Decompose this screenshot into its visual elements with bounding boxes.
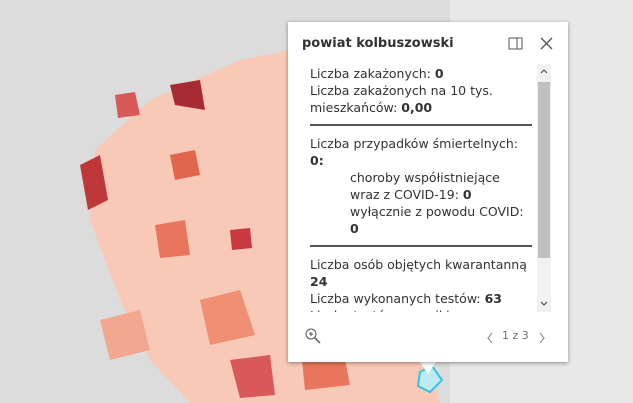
field-value: 0: [462, 187, 472, 202]
field-value: 0: [350, 221, 359, 236]
popup-actions: [508, 37, 553, 50]
district: [230, 228, 252, 250]
field-value: 63: [484, 291, 502, 306]
field-value: 0:: [310, 153, 324, 168]
field: Liczba testów z wynikiem: [310, 307, 532, 312]
district: [230, 355, 275, 398]
field-value: 0: [434, 66, 444, 81]
field: Liczba wykonanych testów: 63: [310, 290, 532, 307]
scroll-arrows: [540, 69, 548, 306]
field-value: 24: [310, 274, 328, 289]
prev-button[interactable]: [487, 332, 493, 344]
next-button[interactable]: [539, 332, 545, 344]
field: wyłącznie z powodu COVID: 0: [310, 203, 532, 237]
popup-pointer: [420, 362, 436, 374]
close-button[interactable]: [540, 37, 553, 50]
field: Liczba zakażonych: 0: [310, 65, 532, 82]
field-label: Liczba testów z wynikiem: [310, 308, 469, 312]
popup-content: Liczba zakażonych: 0 Liczba zakażonych na…: [310, 64, 532, 312]
district: [100, 310, 150, 360]
field: Liczba osób objętych kwarantanną 24: [310, 256, 532, 290]
field: Liczba zakażonych na 10 tys. mieszkańców…: [310, 82, 532, 116]
scroll-thumb[interactable]: [538, 82, 550, 258]
scrollbar[interactable]: [537, 64, 551, 312]
section: Liczba przypadków śmiertelnych: 0: chorob…: [310, 134, 532, 247]
field-label: Liczba przypadków śmiertelnych:: [310, 136, 519, 151]
field: choroby współistniejące wraz z COVID-19:…: [310, 169, 532, 203]
dock-button[interactable]: [508, 37, 523, 50]
field: Liczba przypadków śmiertelnych: 0:: [310, 135, 532, 169]
field-label: wyłącznie z powodu COVID:: [350, 204, 524, 219]
pager-label: 1 z 3: [502, 329, 529, 342]
field-label: choroby współistniejące wraz z COVID-19:: [350, 170, 500, 202]
district: [170, 80, 205, 110]
field-label: Liczba wykonanych testów:: [310, 291, 481, 306]
section: Liczba zakażonych: 0 Liczba zakażonych na…: [310, 64, 532, 126]
district: [115, 92, 140, 118]
field-value: 0,00: [401, 100, 433, 115]
district: [200, 290, 255, 345]
district: [155, 220, 190, 258]
pager-arrows: [487, 332, 545, 344]
district: [80, 155, 108, 210]
zoom-button[interactable]: [304, 327, 324, 347]
district: [170, 150, 200, 180]
section: Liczba osób objętych kwarantanną 24 Liczb…: [310, 255, 532, 312]
popup: powiat kolbuszowski Liczba zakażonych: 0…: [288, 22, 568, 362]
field-label: Liczba zakażonych na 10 tys. mieszkańców…: [310, 83, 493, 115]
field-label: Liczba zakażonych:: [310, 66, 431, 81]
field-label: Liczba osób objętych kwarantanną: [310, 257, 527, 272]
popup-title: powiat kolbuszowski: [302, 36, 454, 51]
